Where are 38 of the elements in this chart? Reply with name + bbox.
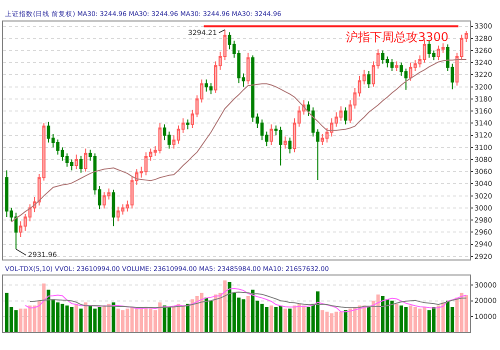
candlestick bbox=[278, 126, 282, 166]
line-series bbox=[29, 292, 467, 308]
bar bbox=[246, 296, 250, 332]
candlestick bbox=[79, 155, 83, 174]
candlestick bbox=[288, 137, 292, 154]
bar bbox=[167, 307, 171, 332]
bar bbox=[84, 302, 88, 332]
bar bbox=[186, 304, 190, 332]
bar bbox=[88, 305, 92, 332]
candlestick bbox=[246, 52, 250, 85]
bar bbox=[204, 298, 208, 332]
ref-line-label: 沪指下周总攻3300 bbox=[346, 30, 449, 44]
candlestick bbox=[284, 136, 287, 150]
bar bbox=[344, 310, 348, 332]
bar bbox=[70, 307, 74, 332]
bar bbox=[288, 308, 292, 332]
bar bbox=[264, 307, 268, 332]
candlestick bbox=[112, 189, 116, 227]
bar bbox=[284, 308, 287, 332]
candlestick bbox=[84, 148, 88, 172]
bar bbox=[200, 292, 204, 332]
bar bbox=[362, 305, 366, 332]
bar bbox=[400, 305, 404, 332]
bar bbox=[367, 307, 371, 332]
line-series bbox=[24, 288, 467, 312]
bar bbox=[394, 304, 398, 332]
bar bbox=[172, 307, 176, 332]
bar bbox=[270, 305, 274, 332]
candlestick bbox=[344, 106, 348, 125]
candlestick bbox=[395, 60, 398, 72]
candlestick bbox=[270, 124, 273, 146]
candlestick bbox=[367, 70, 370, 89]
candlestick bbox=[186, 119, 190, 130]
bar bbox=[74, 304, 78, 332]
bar bbox=[112, 302, 116, 332]
line-series bbox=[10, 59, 467, 222]
candlestick bbox=[436, 45, 440, 61]
candlestick bbox=[74, 154, 78, 170]
